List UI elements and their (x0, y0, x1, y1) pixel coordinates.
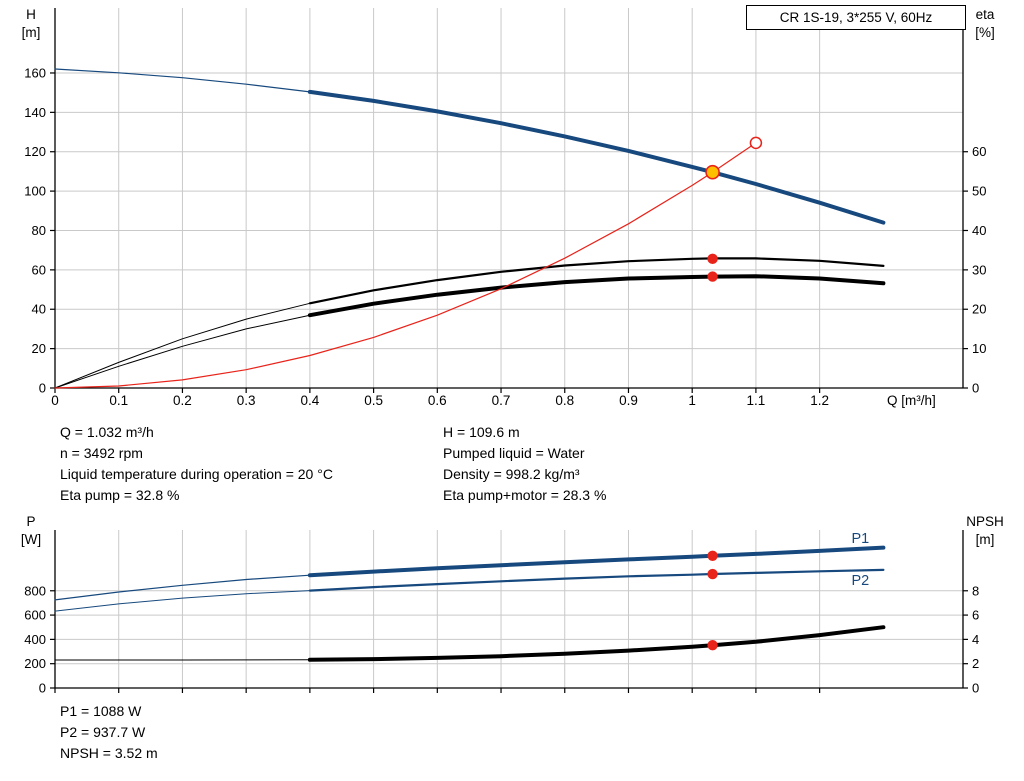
y-right-title: NPSH (966, 514, 1004, 529)
operating-data-right: H = 109.6 m Pumped liquid = Water Densit… (443, 422, 606, 506)
tick-label-x: 0.3 (237, 393, 256, 408)
pump-title-box: CR 1S-19, 3*255 V, 60Hz (746, 5, 966, 30)
tick-label-left: 140 (24, 105, 46, 120)
tick-label-x: 0.2 (173, 393, 192, 408)
eta-pump (308, 257, 885, 305)
eta-pump-motor-point (707, 271, 718, 282)
tick-label-left: 400 (24, 632, 46, 647)
tick-label-x: 1.2 (810, 393, 829, 408)
eta-pump-thin (54, 302, 311, 389)
tick-label-right: 40 (972, 223, 986, 238)
speed-text: n = 3492 rpm (60, 445, 143, 461)
tick-label-x: 0.9 (619, 393, 638, 408)
hq-eta-chart: 0 20 40 60 80 100 120 140 160 0 10 20 30 40 50 60 0 0.1 0.… (22, 7, 995, 408)
tick-label-x: 1 (688, 393, 696, 408)
eta-pump-motor-text: Eta pump+motor = 28.3 % (443, 487, 607, 503)
tick-label-left: 20 (32, 341, 46, 356)
tick-label-x: 0 (51, 393, 59, 408)
tick-label-left: 160 (24, 65, 46, 80)
duty-flow-text: Q = 1.032 m³/h (60, 424, 154, 440)
p1-curve-label: P1 (851, 531, 869, 547)
tick-label-right: 50 (972, 184, 986, 199)
p1-point (707, 550, 718, 561)
y-left-title: [W] (21, 532, 41, 547)
tick-label-right: 20 (972, 302, 986, 317)
tick-label-right: 8 (972, 583, 979, 598)
tick-label-x: 0.8 (555, 393, 574, 408)
p2-curve-label: P2 (851, 573, 869, 589)
tick-label-right: 30 (972, 262, 986, 277)
npsh-text: NPSH = 3.52 m (60, 745, 158, 761)
tick-label-x: 0.7 (492, 393, 511, 408)
tick-label-right: 10 (972, 341, 986, 356)
pump-curve (307, 89, 886, 225)
pumped-liquid-text: Pumped liquid = Water (443, 445, 585, 461)
tick-label-left: 60 (32, 262, 46, 277)
npsh-curve (307, 625, 886, 662)
tick-label-right: 60 (972, 144, 986, 159)
tick-label-left: 0 (39, 681, 46, 696)
tick-label-x: 0.6 (428, 393, 447, 408)
p2-curve-thin (54, 590, 311, 612)
y-right-title: [m] (976, 532, 995, 547)
p2-point (707, 568, 718, 580)
y-right-title: eta (976, 7, 995, 22)
p2-text: P2 = 937.7 W (60, 724, 146, 740)
eta-pump-motor-thin (54, 314, 311, 389)
pump-title: CR 1S-19, 3*255 V, 60Hz (779, 10, 933, 25)
tick-label-left: 40 (32, 302, 46, 317)
eta-pump-point (707, 253, 718, 265)
tick-label-x: 1.1 (747, 393, 766, 408)
tick-label-left: 200 (24, 656, 46, 671)
tick-label-right: 0 (972, 381, 979, 396)
y-left-title: H (26, 7, 36, 22)
tick-label-right: 0 (972, 681, 979, 696)
tick-label-left: 120 (24, 144, 46, 159)
power-npsh-chart: 0 200 400 600 800 0 2 4 6 8 P [W] NPSH [m] P1 P2 (21, 514, 1004, 696)
power-npsh-data: P1 = 1088 W P2 = 937.7 W NPSH = 3.52 m (60, 701, 158, 764)
tick-label-right: 6 (972, 608, 979, 623)
tick-label-x: 0.4 (300, 393, 319, 408)
tick-label-left: 0 (39, 381, 46, 396)
tick-label-left: 80 (32, 223, 46, 238)
tick-label-right: 2 (972, 656, 979, 671)
eta-pump-motor (307, 274, 886, 318)
p1-text: P1 = 1088 W (60, 703, 142, 719)
tick-label-right: 4 (972, 632, 979, 647)
operating-data-left: Q = 1.032 m³/h n = 3492 rpm Liquid tempe… (60, 422, 333, 506)
tick-label-x: 0.1 (109, 393, 128, 408)
density-text: Density = 998.2 kg/m³ (443, 466, 580, 482)
x-axis-unit-label: Q [m³/h] (887, 393, 936, 408)
y-right-title: [%] (975, 25, 995, 40)
eta-pump-text: Eta pump = 32.8 % (60, 487, 180, 503)
tick-label-left: 800 (24, 583, 46, 598)
p1-curve (307, 545, 886, 578)
tick-label-left: 100 (24, 184, 46, 199)
p1-curve-thin (54, 574, 311, 601)
duty-point (705, 164, 720, 180)
tick-label-left: 600 (24, 608, 46, 623)
y-left-title: P (26, 514, 35, 529)
system-curve (54, 142, 757, 389)
tick-label-x: 0.5 (364, 393, 383, 408)
duty-head-text: H = 109.6 m (443, 424, 520, 440)
liquid-temp-text: Liquid temperature during operation = 20… (60, 466, 333, 482)
y-left-title: [m] (22, 25, 41, 40)
pump-curve-thin (54, 68, 311, 93)
p2-curve (308, 568, 885, 592)
system-curve-end-point (749, 136, 763, 150)
npsh-point (707, 640, 718, 651)
